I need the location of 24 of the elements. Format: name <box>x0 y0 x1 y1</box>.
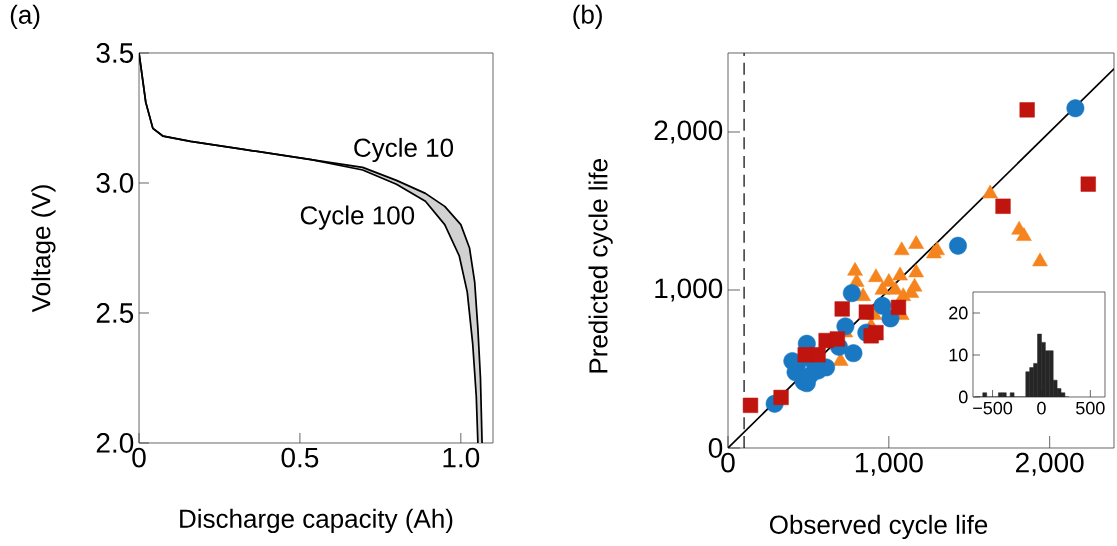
y-tick-label: 10 <box>949 348 968 362</box>
series-label: Cycle 10 <box>354 137 454 163</box>
x-tick-label: 1.0 <box>443 447 480 468</box>
y-tick-label: 3.0 <box>96 173 134 193</box>
x-tick-label: −500 <box>973 401 1013 415</box>
y-tick-label: 0 <box>958 390 968 404</box>
x-tick-label: 0.5 <box>281 447 319 468</box>
y-axis-title: Predicted cycle life <box>588 159 613 373</box>
series-label: Cycle 100 <box>300 205 415 230</box>
y-tick-label: 2.5 <box>96 303 134 323</box>
y-tick-label: 1,000 <box>655 278 723 302</box>
x-tick-label: 1,000 <box>855 452 923 476</box>
y-tick-label: 20 <box>949 306 968 320</box>
x-axis-title: Discharge capacity (Ah) <box>180 508 453 534</box>
chart-title: (b) <box>573 4 602 29</box>
y-tick-label: 2,000 <box>654 120 723 144</box>
x-tick-label: 500 <box>1076 401 1105 415</box>
y-axis-title: Voltage (V) <box>31 185 56 313</box>
y-tick-label: 2.0 <box>96 433 134 453</box>
x-tick-label: 2,000 <box>1016 452 1084 476</box>
x-tick-label: 0 <box>1037 401 1046 415</box>
chart-title: (a) <box>10 4 40 30</box>
x-axis-title: Observed cycle life <box>769 514 988 540</box>
y-tick-label: 3.5 <box>96 43 134 63</box>
